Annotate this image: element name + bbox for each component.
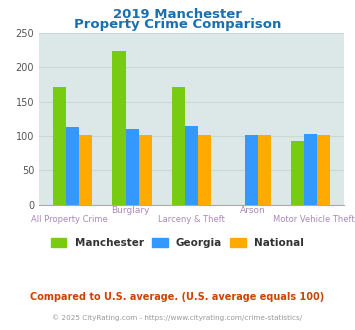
Bar [291, 142, 304, 205]
Text: Property Crime Comparison: Property Crime Comparison [74, 18, 281, 31]
Text: Larceny & Theft: Larceny & Theft [158, 214, 225, 223]
Bar [172, 86, 185, 205]
Text: All Property Crime: All Property Crime [31, 214, 108, 223]
Bar [126, 129, 139, 205]
Text: Compared to U.S. average. (U.S. average equals 100): Compared to U.S. average. (U.S. average … [31, 292, 324, 302]
Bar [198, 135, 211, 205]
Bar [245, 135, 258, 205]
Text: 2019 Manchester: 2019 Manchester [113, 8, 242, 21]
Bar [53, 86, 66, 205]
Bar [139, 135, 152, 205]
Bar [79, 135, 92, 205]
Bar [317, 135, 331, 205]
Text: Arson: Arson [240, 206, 266, 215]
Bar [185, 126, 198, 205]
Text: Motor Vehicle Theft: Motor Vehicle Theft [273, 214, 355, 223]
Bar [304, 134, 317, 205]
Text: © 2025 CityRating.com - https://www.cityrating.com/crime-statistics/: © 2025 CityRating.com - https://www.city… [53, 314, 302, 321]
Legend: Manchester, Georgia, National: Manchester, Georgia, National [47, 234, 308, 252]
Bar [258, 135, 271, 205]
Text: Burglary: Burglary [111, 206, 150, 215]
Bar [113, 51, 126, 205]
Bar [66, 127, 79, 205]
